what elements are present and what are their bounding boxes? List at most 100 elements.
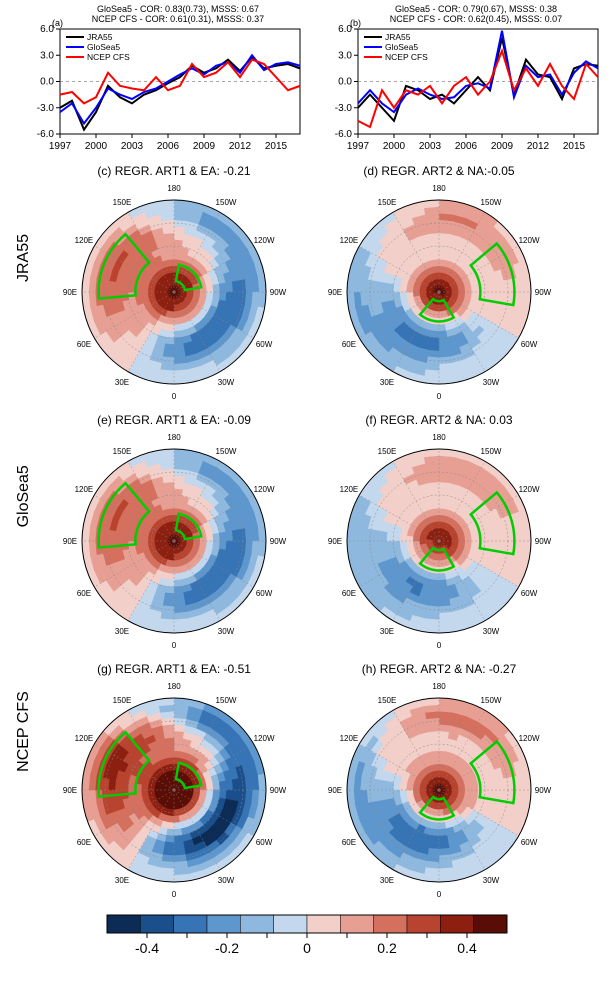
map-e-svg: 030E60E90E120E150E180150W120W90W60W30W bbox=[54, 429, 294, 654]
svg-text:90E: 90E bbox=[63, 786, 77, 795]
svg-text:0.0: 0.0 bbox=[338, 77, 352, 88]
svg-text:2006: 2006 bbox=[455, 141, 478, 152]
svg-text:60W: 60W bbox=[256, 838, 273, 847]
map-c-title: (c) REGR. ART1 & EA: -0.21 bbox=[47, 164, 302, 178]
svg-text:GloSea5: GloSea5 bbox=[87, 42, 120, 52]
top-charts-row: (a) GloSea5 - COR: 0.83(0.73), MSSS: 0.6… bbox=[0, 0, 613, 154]
svg-text:2006: 2006 bbox=[157, 141, 180, 152]
svg-text:180: 180 bbox=[432, 184, 446, 193]
svg-text:30E: 30E bbox=[380, 627, 394, 636]
svg-text:2003: 2003 bbox=[419, 141, 442, 152]
row-label-glosea5: GloSea5 bbox=[15, 465, 33, 527]
map-d-svg: 030E60E90E120E150E180150W120W90W60W30W bbox=[319, 180, 559, 405]
svg-text:120E: 120E bbox=[340, 734, 359, 743]
colorbar-svg: -0.4-0.200.20.4 bbox=[92, 911, 522, 961]
svg-text:60E: 60E bbox=[342, 589, 356, 598]
svg-text:-6.0: -6.0 bbox=[335, 129, 353, 140]
svg-text:0: 0 bbox=[172, 641, 177, 650]
svg-text:30W: 30W bbox=[483, 378, 500, 387]
map-f-svg: 030E60E90E120E150E180150W120W90W60W30W bbox=[319, 429, 559, 654]
svg-text:90E: 90E bbox=[63, 537, 77, 546]
svg-text:2009: 2009 bbox=[491, 141, 514, 152]
svg-text:NCEP CFS: NCEP CFS bbox=[87, 52, 130, 62]
svg-text:150W: 150W bbox=[481, 198, 502, 207]
svg-text:30E: 30E bbox=[380, 378, 394, 387]
svg-text:150W: 150W bbox=[481, 696, 502, 705]
svg-text:2000: 2000 bbox=[383, 141, 406, 152]
panel-b-svg: (b) GloSea5 - COR: 0.79(0.67), MSSS: 0.3… bbox=[328, 4, 603, 164]
panel-b-title1: GloSea5 - COR: 0.79(0.67), MSSS: 0.38 bbox=[395, 4, 557, 14]
svg-text:120W: 120W bbox=[254, 236, 275, 245]
map-e-title: (e) REGR. ART1 & EA: -0.09 bbox=[47, 413, 302, 427]
svg-text:90W: 90W bbox=[535, 786, 552, 795]
svg-text:90E: 90E bbox=[63, 288, 77, 297]
chart-b-plot: -6.0-3.00.03.06.019972000200320062009201… bbox=[335, 24, 598, 152]
svg-text:30W: 30W bbox=[218, 627, 235, 636]
svg-text:60W: 60W bbox=[521, 838, 538, 847]
svg-text:120W: 120W bbox=[519, 485, 540, 494]
svg-text:150E: 150E bbox=[113, 696, 132, 705]
map-row-glosea5: GloSea5 (e) REGR. ART1 & EA: -0.09 0 30E 6… bbox=[0, 413, 613, 654]
row-label-jra55: JRA55 bbox=[15, 233, 33, 281]
svg-text:30E: 30E bbox=[380, 876, 394, 885]
svg-text:120W: 120W bbox=[254, 485, 275, 494]
svg-text:30E: 30E bbox=[115, 627, 129, 636]
svg-text:6.0: 6.0 bbox=[338, 24, 352, 35]
svg-text:GloSea5: GloSea5 bbox=[385, 42, 418, 52]
svg-text:180: 180 bbox=[432, 433, 446, 442]
svg-text:6.0: 6.0 bbox=[40, 24, 54, 35]
svg-text:1997: 1997 bbox=[49, 141, 72, 152]
svg-text:180: 180 bbox=[167, 682, 181, 691]
map-h: (h) REGR. ART2 & NA: -0.27 0 30E 60E 90E 120… bbox=[312, 662, 567, 903]
svg-text:150E: 150E bbox=[378, 447, 397, 456]
svg-text:60E: 60E bbox=[342, 340, 356, 349]
map-g: (g) REGR. ART1 & EA: -0.51 030E60E90E120… bbox=[47, 662, 302, 903]
svg-text:60W: 60W bbox=[521, 340, 538, 349]
svg-text:150E: 150E bbox=[113, 198, 132, 207]
map-c-svg: 030E60E90E120E150E180150W120W90W60W30W bbox=[54, 180, 294, 405]
svg-text:120W: 120W bbox=[254, 734, 275, 743]
svg-text:2015: 2015 bbox=[265, 141, 288, 152]
svg-text:2000: 2000 bbox=[85, 141, 108, 152]
svg-text:90E: 90E bbox=[328, 786, 342, 795]
svg-text:60E: 60E bbox=[77, 340, 91, 349]
svg-text:30E: 30E bbox=[115, 876, 129, 885]
svg-text:-3.0: -3.0 bbox=[335, 103, 353, 114]
svg-text:90W: 90W bbox=[535, 537, 552, 546]
svg-text:90E: 90E bbox=[328, 288, 342, 297]
svg-text:90W: 90W bbox=[270, 786, 287, 795]
svg-text:30W: 30W bbox=[218, 378, 235, 387]
svg-text:0: 0 bbox=[172, 392, 177, 401]
svg-text:60E: 60E bbox=[77, 838, 91, 847]
panel-a-svg: (a) GloSea5 - COR: 0.83(0.73), MSSS: 0.6… bbox=[30, 4, 305, 164]
svg-text:120W: 120W bbox=[519, 734, 540, 743]
map-e: (e) REGR. ART1 & EA: -0.09 030E60E90E120… bbox=[47, 413, 302, 654]
svg-text:150W: 150W bbox=[216, 696, 237, 705]
svg-text:150E: 150E bbox=[378, 696, 397, 705]
svg-text:120E: 120E bbox=[75, 734, 94, 743]
map-row-ncep: NCEP CFS (g) REGR. ART1 & EA: -0.51 030E… bbox=[0, 662, 613, 903]
svg-text:180: 180 bbox=[432, 682, 446, 691]
svg-text:120E: 120E bbox=[75, 485, 94, 494]
colorbar: -0.4-0.200.20.4 bbox=[0, 911, 613, 964]
svg-text:-3.0: -3.0 bbox=[37, 103, 55, 114]
panel-a-title2: NCEP CFS - COR: 0.61(0.31), MSSS: 0.37 bbox=[92, 14, 264, 24]
svg-text:-0.2: -0.2 bbox=[214, 940, 238, 956]
map-row-jra55: JRA55 (c) REGR. ART1 & EA: -0.21 0 30E 60E… bbox=[0, 164, 613, 405]
svg-text:0: 0 bbox=[303, 940, 311, 956]
map-g-title: (g) REGR. ART1 & EA: -0.51 bbox=[47, 662, 302, 676]
panel-a-title1: GloSea5 - COR: 0.83(0.73), MSSS: 0.67 bbox=[97, 4, 259, 14]
svg-text:0.4: 0.4 bbox=[457, 940, 477, 956]
svg-text:0: 0 bbox=[437, 392, 442, 401]
map-h-title: (h) REGR. ART2 & NA: -0.27 bbox=[312, 662, 567, 676]
svg-text:90W: 90W bbox=[270, 288, 287, 297]
map-g-svg: 030E60E90E120E150E180150W120W90W60W30W bbox=[54, 678, 294, 903]
svg-text:JRA55: JRA55 bbox=[87, 32, 113, 42]
svg-text:NCEP CFS: NCEP CFS bbox=[385, 52, 428, 62]
svg-text:-0.4: -0.4 bbox=[134, 940, 158, 956]
svg-text:60E: 60E bbox=[342, 838, 356, 847]
svg-text:JRA55: JRA55 bbox=[385, 32, 411, 42]
svg-text:0: 0 bbox=[437, 890, 442, 899]
svg-text:1997: 1997 bbox=[347, 141, 370, 152]
svg-text:60W: 60W bbox=[256, 340, 273, 349]
